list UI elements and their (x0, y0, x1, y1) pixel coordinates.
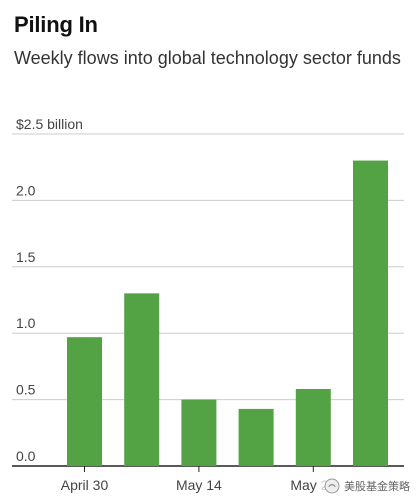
bar (181, 399, 217, 466)
bar (67, 337, 102, 466)
y-tick-label: 2.0 (16, 182, 36, 198)
y-axis-labels: 0.0 0.5 1.0 1.5 2.0 $2.5 billion (16, 116, 83, 464)
y-tick-label: 1.0 (16, 315, 36, 331)
bar (124, 293, 160, 466)
bar (295, 388, 331, 466)
watermark-text: 美股基金策略 (344, 481, 410, 493)
x-tick-label: May 14 (176, 477, 222, 493)
chart-subtitle: Weekly flows into global technology sect… (14, 48, 401, 68)
x-axis-labels: April 30 May 14 May 28 (61, 477, 337, 493)
y-tick-label: 0.0 (16, 448, 36, 464)
watermark: 美股基金策略 (320, 474, 414, 498)
y-tick-label: 0.5 (16, 382, 36, 398)
bar (238, 408, 274, 466)
y-tick-label: $2.5 billion (16, 116, 83, 132)
x-axis-ticks (84, 466, 314, 472)
x-tick-label: April 30 (61, 477, 109, 493)
wechat-icon (324, 478, 340, 494)
bars (67, 160, 388, 466)
chart-title: Piling In (14, 12, 98, 37)
y-tick-label: 1.5 (16, 249, 36, 265)
bar (353, 160, 388, 466)
